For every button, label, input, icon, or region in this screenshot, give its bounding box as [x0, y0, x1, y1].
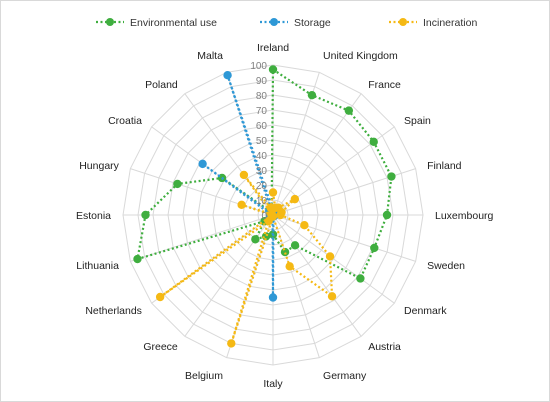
- legend: Environmental use Storage Incineration: [96, 17, 477, 29]
- category-label: Luxembourg: [435, 210, 494, 222]
- radial-tick-label: 30: [256, 166, 268, 177]
- grid-spoke: [184, 214, 274, 337]
- data-point: [237, 200, 246, 210]
- category-label: Sweden: [427, 260, 465, 272]
- category-label: Ireland: [257, 42, 289, 54]
- data-point: [290, 241, 300, 250]
- data-point: [173, 179, 182, 189]
- grid-spoke: [184, 93, 274, 216]
- data-point: [223, 70, 232, 80]
- radial-tick-label: 50: [256, 136, 268, 147]
- data-point: [382, 210, 392, 220]
- radial-tick-label: 40: [256, 151, 268, 162]
- radial-tick-label: 70: [256, 106, 268, 117]
- data-point: [268, 65, 278, 74]
- category-label: Spain: [404, 115, 431, 127]
- data-point: [370, 243, 379, 253]
- data-point: [285, 262, 294, 271]
- radial-tick-label: 0: [261, 211, 267, 222]
- category-labels: Ireland United Kingdom France Spain Finland L…: [76, 42, 494, 390]
- legend-label: Storage: [294, 17, 331, 29]
- data-point: [280, 247, 290, 257]
- category-label: United Kingdom: [323, 50, 398, 62]
- grid-spoke: [130, 214, 274, 262]
- category-label: Germany: [323, 370, 367, 382]
- data-point: [387, 172, 396, 181]
- radial-ticks: 0 10 20 30 40 50 60 70 80 90 100: [250, 61, 267, 222]
- radial-tick-label: 80: [256, 91, 268, 102]
- data-point: [268, 293, 278, 302]
- category-label: Poland: [145, 79, 178, 91]
- grid-spoke: [272, 214, 320, 358]
- data-point: [327, 292, 337, 301]
- category-label: Greece: [143, 341, 178, 353]
- data-point: [155, 292, 165, 302]
- radial-tick-label: 60: [256, 121, 268, 132]
- data-point: [325, 252, 335, 261]
- data-point: [356, 274, 365, 283]
- radial-tick-label: 10: [256, 196, 268, 207]
- data-point: [198, 159, 207, 169]
- legend-label: Environmental use: [130, 17, 217, 29]
- category-label: Lithuania: [76, 260, 119, 272]
- data-point: [290, 194, 300, 204]
- category-label: Italy: [263, 378, 283, 390]
- data-point: [276, 210, 285, 220]
- series-2: [155, 170, 337, 348]
- category-label: Hungary: [79, 160, 119, 172]
- data-point: [369, 137, 378, 147]
- category-label: France: [368, 79, 401, 91]
- data-point: [266, 203, 275, 213]
- legend-marker: [399, 18, 407, 26]
- category-label: Netherlands: [85, 305, 142, 317]
- category-label: Finland: [427, 160, 462, 172]
- legend-marker: [270, 18, 278, 26]
- category-label: Estonia: [76, 210, 111, 222]
- data-point: [307, 90, 317, 100]
- data-point: [268, 188, 278, 197]
- data-point: [300, 220, 309, 230]
- data-point: [239, 170, 249, 180]
- data-point: [251, 235, 260, 244]
- legend-marker: [106, 18, 114, 26]
- category-label: Croatia: [108, 115, 142, 127]
- radial-tick-label: 100: [250, 61, 267, 72]
- legend-label: Incineration: [423, 17, 477, 29]
- grid-spoke: [272, 214, 395, 304]
- radial-tick-label: 90: [256, 76, 268, 87]
- radial-tick-label: 20: [256, 181, 268, 192]
- category-label: Denmark: [404, 305, 447, 317]
- data-point: [133, 254, 142, 264]
- data-point: [267, 209, 276, 219]
- category-label: Belgium: [185, 370, 223, 382]
- data-point: [141, 210, 150, 220]
- category-label: Austria: [368, 341, 401, 353]
- grid-spoke: [272, 214, 362, 337]
- category-label: Malta: [197, 50, 223, 62]
- data-point: [344, 106, 354, 115]
- data-point: [227, 339, 236, 348]
